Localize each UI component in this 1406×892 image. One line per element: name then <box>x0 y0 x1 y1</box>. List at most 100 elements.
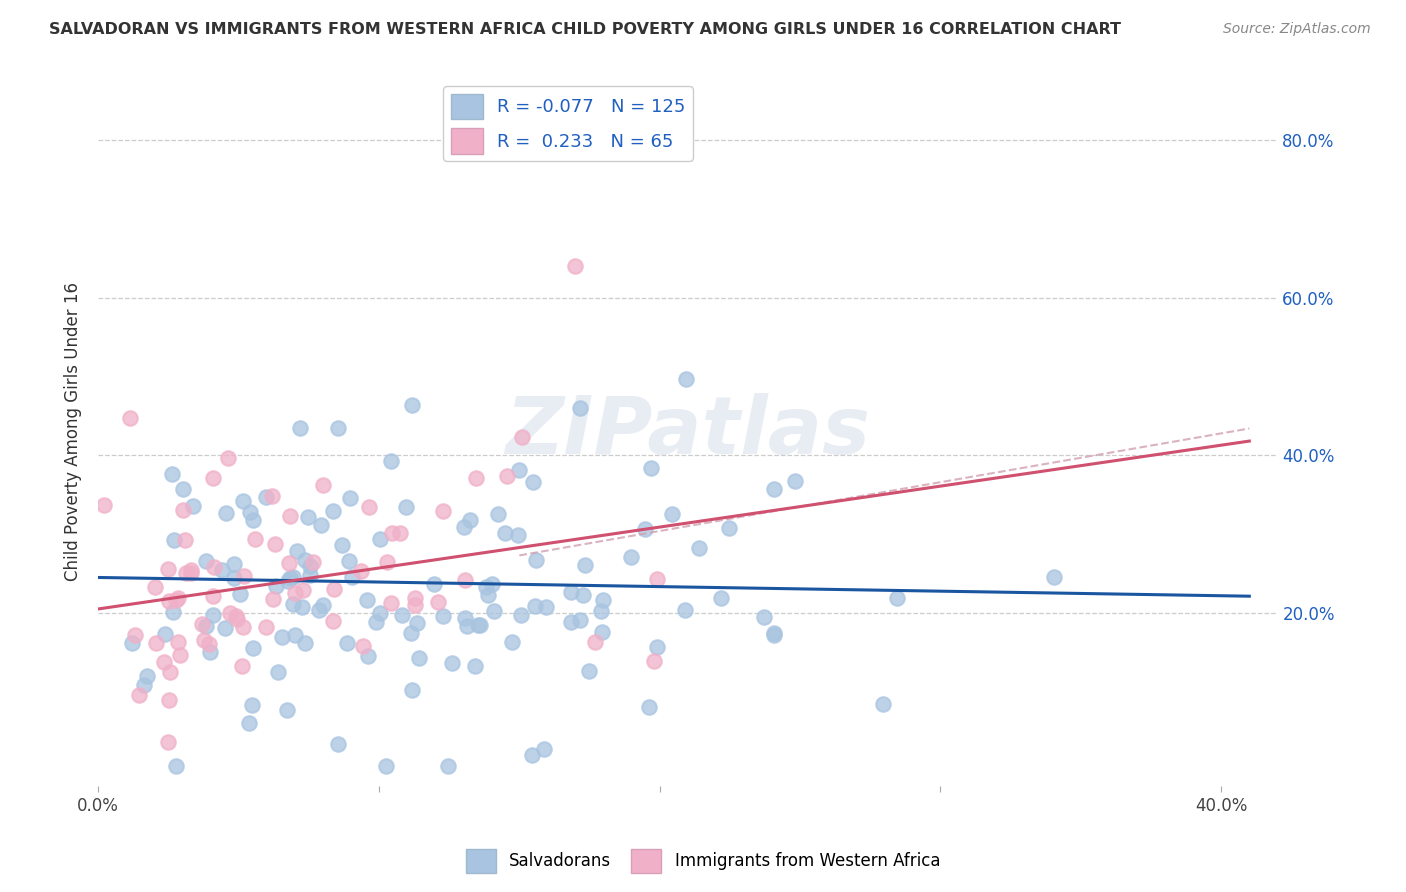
Point <box>217 451 239 466</box>
Point <box>267 665 290 680</box>
Point <box>501 635 523 649</box>
Point <box>352 639 374 653</box>
Point <box>569 401 592 415</box>
Point <box>264 537 287 551</box>
Point <box>330 538 353 552</box>
Point <box>375 759 398 773</box>
Point <box>162 605 184 619</box>
Point <box>299 568 322 582</box>
Point <box>294 553 316 567</box>
Point <box>180 566 202 581</box>
Point <box>564 118 586 132</box>
Point <box>560 584 582 599</box>
Point <box>640 461 662 475</box>
Point <box>222 571 245 585</box>
Point <box>202 607 225 622</box>
Point <box>762 482 785 496</box>
Point <box>153 655 176 669</box>
Point <box>277 556 299 570</box>
Point <box>294 636 316 650</box>
Point <box>222 557 245 571</box>
Point <box>132 678 155 692</box>
Point <box>340 570 363 584</box>
Point <box>477 588 499 602</box>
Point <box>578 664 600 678</box>
Point <box>432 609 454 624</box>
Point <box>380 525 402 540</box>
Point <box>232 620 254 634</box>
Point <box>211 563 233 577</box>
Point <box>270 631 292 645</box>
Point <box>322 504 344 518</box>
Point <box>181 499 204 513</box>
Point <box>375 555 398 569</box>
Point <box>395 500 418 514</box>
Point <box>401 683 423 698</box>
Point <box>121 636 143 650</box>
Point <box>356 648 378 663</box>
Point <box>277 574 299 588</box>
Point <box>406 616 429 631</box>
Point <box>232 568 254 582</box>
Point <box>404 598 426 612</box>
Point <box>401 398 423 412</box>
Point <box>524 553 547 567</box>
Point <box>145 636 167 650</box>
Point <box>482 604 505 618</box>
Point <box>312 477 335 491</box>
Point <box>495 468 517 483</box>
Point <box>190 617 212 632</box>
Point <box>1043 570 1066 584</box>
Point <box>309 518 332 533</box>
Point <box>510 430 533 444</box>
Point <box>93 498 115 512</box>
Point <box>202 559 225 574</box>
Point <box>240 698 263 712</box>
Point <box>284 586 307 600</box>
Point <box>522 475 544 490</box>
Point <box>169 648 191 662</box>
Point <box>464 471 486 485</box>
Point <box>380 454 402 468</box>
Point <box>520 748 543 763</box>
Point <box>283 570 305 584</box>
Point <box>710 591 733 605</box>
Point <box>198 645 221 659</box>
Point <box>591 625 613 640</box>
Point <box>228 587 250 601</box>
Point <box>785 474 807 488</box>
Point <box>510 607 533 622</box>
Point <box>643 655 665 669</box>
Text: Source: ZipAtlas.com: Source: ZipAtlas.com <box>1223 22 1371 37</box>
Point <box>589 604 612 618</box>
Point <box>380 597 402 611</box>
Point <box>454 573 477 587</box>
Point <box>645 640 668 655</box>
Legend: Salvadorans, Immigrants from Western Africa: Salvadorans, Immigrants from Western Afr… <box>460 842 946 880</box>
Point <box>574 558 596 573</box>
Point <box>202 471 225 485</box>
Point <box>242 640 264 655</box>
Point <box>157 735 180 749</box>
Point <box>592 592 614 607</box>
Point <box>647 572 669 586</box>
Point <box>675 372 697 386</box>
Point <box>118 411 141 425</box>
Point <box>523 599 546 613</box>
Point <box>153 626 176 640</box>
Point <box>391 607 413 622</box>
Point <box>238 716 260 731</box>
Point <box>423 577 446 591</box>
Point <box>195 619 218 633</box>
Point <box>752 610 775 624</box>
Point <box>717 521 740 535</box>
Point <box>312 598 335 612</box>
Point <box>388 526 411 541</box>
Point <box>506 528 529 542</box>
Point <box>266 579 288 593</box>
Point <box>468 617 491 632</box>
Point <box>167 635 190 649</box>
Point <box>454 611 477 625</box>
Point <box>214 622 236 636</box>
Point <box>165 759 187 773</box>
